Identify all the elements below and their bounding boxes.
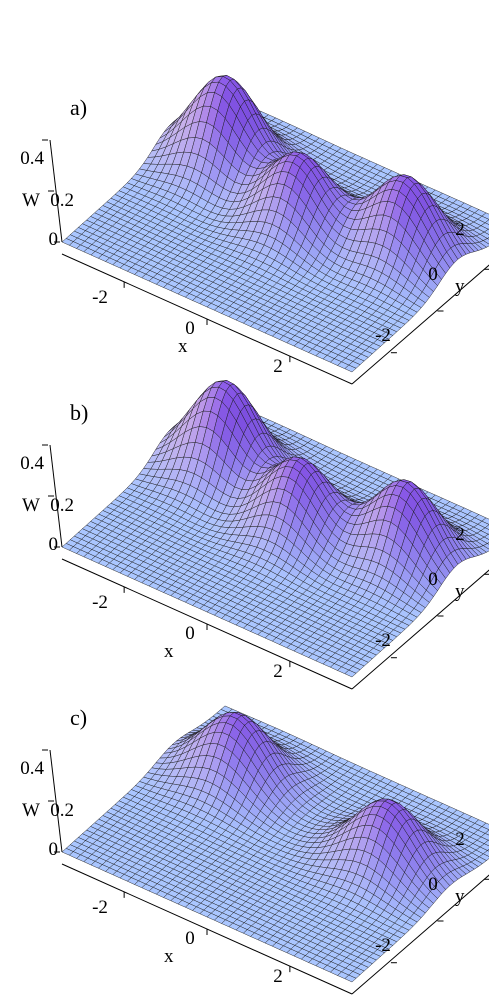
z-tick-label: 0 xyxy=(49,229,59,250)
x-tick-label: 2 xyxy=(273,661,283,682)
y-axis-label-b: y xyxy=(455,581,465,602)
axis-line xyxy=(351,264,489,385)
x-tick-label: -2 xyxy=(92,897,108,918)
x-tick-label: 0 xyxy=(185,623,195,644)
y-tick-label: 2 xyxy=(455,219,465,240)
x-tick-label: 2 xyxy=(273,356,283,377)
z-tick-label: 0.4 xyxy=(20,758,44,779)
x-axis-label-a: x xyxy=(178,336,188,357)
z-tick-label: 0 xyxy=(49,839,59,860)
z-axis-label-c: W xyxy=(22,800,40,821)
surface-cell xyxy=(344,364,357,373)
axis-line xyxy=(49,444,63,548)
surface-cell xyxy=(484,219,489,225)
y-axis-label-c: y xyxy=(455,886,465,907)
z-axis-label-b: W xyxy=(22,495,40,516)
z-tick-label: 0.2 xyxy=(50,800,74,821)
surface-plot-a xyxy=(42,75,489,385)
y-tick-label: -2 xyxy=(375,935,391,956)
x-tick-label: 0 xyxy=(185,318,195,339)
z-tick-label: 0.4 xyxy=(20,453,44,474)
surface-cell xyxy=(483,534,489,540)
y-tick-label: 2 xyxy=(455,524,465,545)
z-tick-label: 0.2 xyxy=(50,190,74,211)
z-tick-label: 0 xyxy=(49,534,59,555)
surface-plot-b xyxy=(42,380,489,690)
panel-label-a: a) xyxy=(70,95,87,120)
surface-plot-c xyxy=(42,705,489,995)
y-tick-label: 0 xyxy=(428,264,438,285)
x-tick-label: 0 xyxy=(185,928,195,949)
panel-a: a) W x y 0.4 0.2 0 -2 0 2 -2 0 2 xyxy=(20,75,489,385)
x-tick-label: -2 xyxy=(92,592,108,613)
axis-line xyxy=(49,139,63,243)
z-axis-label-a: W xyxy=(22,190,40,211)
x-axis-label-b: x xyxy=(164,641,174,662)
x-axis-label-c: x xyxy=(164,946,174,967)
x-tick-label: -2 xyxy=(92,287,108,308)
panel-b: b) W x y 0.4 0.2 0 -2 0 2 -2 0 2 xyxy=(20,380,489,690)
panel-label-b: b) xyxy=(70,400,88,425)
y-tick-label: 2 xyxy=(455,829,465,850)
panel-label-c: c) xyxy=(70,705,87,730)
z-tick-label: 0.4 xyxy=(20,148,44,169)
surface-cell xyxy=(483,229,489,235)
y-tick-label: -2 xyxy=(375,630,391,651)
panel-c: c) W x y 0.4 0.2 0 -2 0 2 -2 0 2 xyxy=(20,705,489,995)
z-tick-label: 0.2 xyxy=(50,495,74,516)
y-tick-label: 0 xyxy=(428,874,438,895)
x-tick-label: 2 xyxy=(273,966,283,987)
surface-cell xyxy=(484,524,489,530)
y-tick-label: -2 xyxy=(375,325,391,346)
y-axis-label-a: y xyxy=(455,276,465,297)
y-tick-label: 0 xyxy=(428,569,438,590)
